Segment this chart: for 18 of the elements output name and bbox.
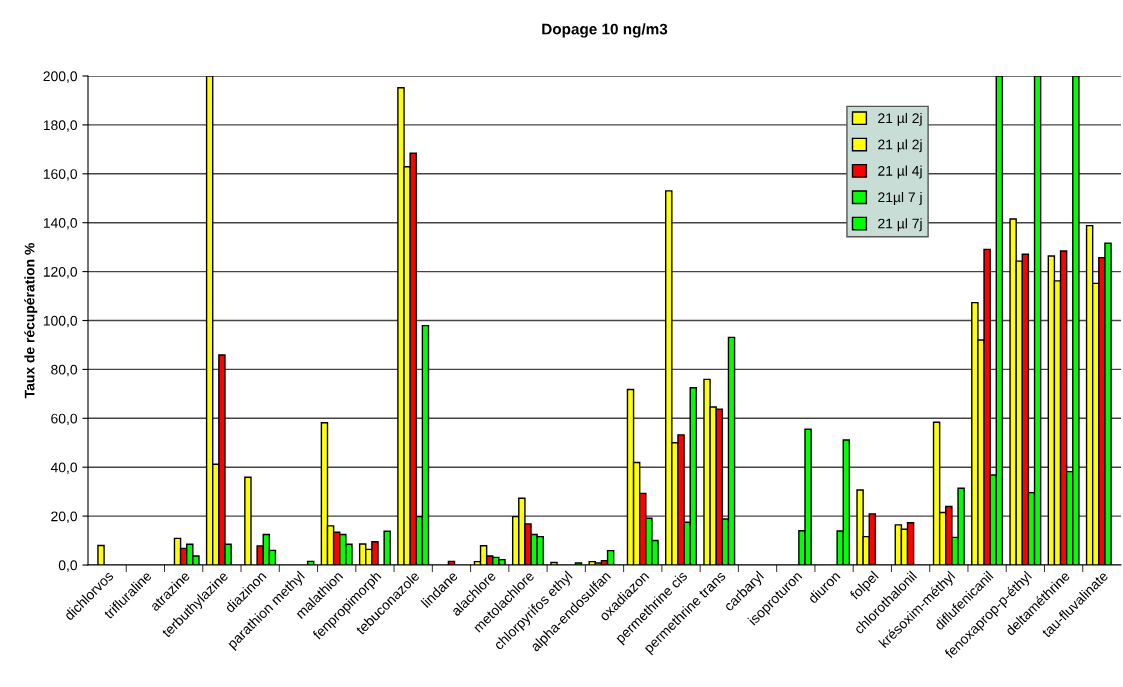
y-tick-label: 180,0 (43, 120, 78, 132)
y-tick-label: 100,0 (43, 315, 78, 328)
legend-label: 21 µl 2j (878, 112, 922, 126)
legend-label: 21µl 7 j (878, 191, 922, 205)
y-tick-label: 160,0 (43, 169, 78, 181)
y-tick-label: 80,0 (51, 364, 78, 377)
y-tick-label: 140,0 (43, 218, 78, 230)
y-tick-label: 60,0 (51, 413, 78, 426)
y-tick-label: 20,0 (51, 511, 78, 523)
y-tick-label: 40,0 (50, 462, 78, 475)
y-tick-label: 120,0 (43, 266, 78, 279)
chart-title: Dopage 10 ng/m3 (542, 23, 668, 38)
legend-label: 21 µl 4j (878, 165, 922, 179)
y-tick-label: 0,0 (58, 560, 78, 572)
legend-label: 21 µl 2j (878, 139, 922, 153)
y-tick-label: 200,0 (43, 71, 78, 83)
legend-label: 21 µl 7j (878, 218, 922, 232)
y-axis-title: Taux de récupération % (24, 243, 38, 399)
